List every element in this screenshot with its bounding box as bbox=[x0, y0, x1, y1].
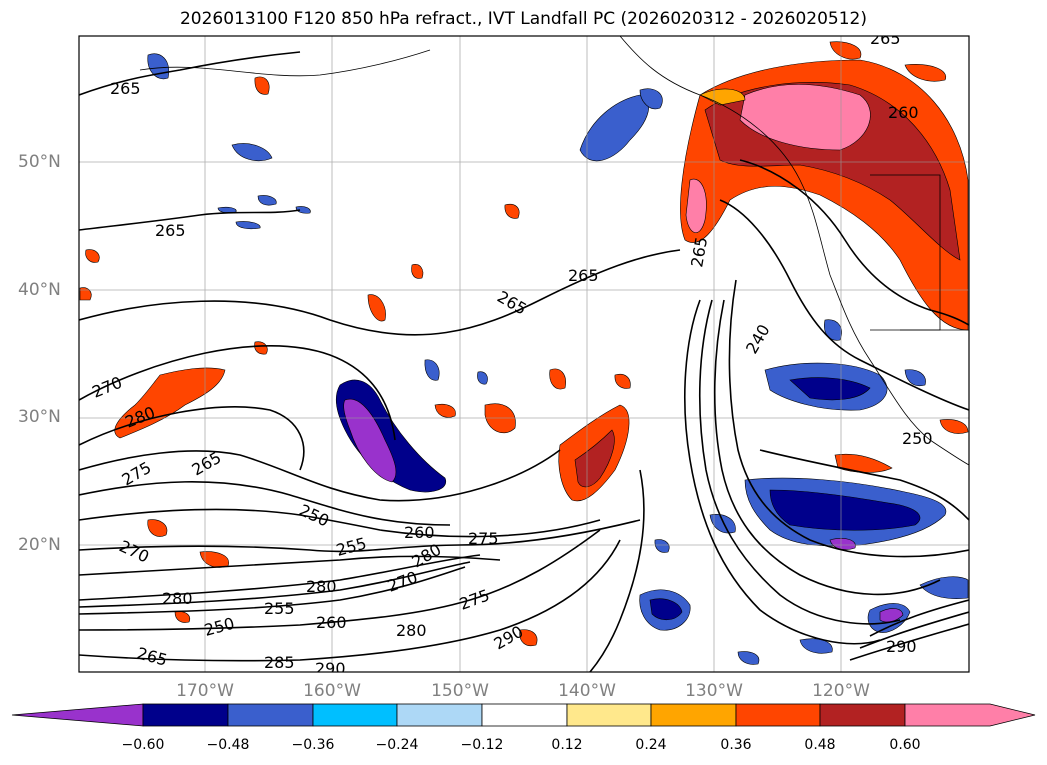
contour-label: 260 bbox=[404, 523, 435, 542]
colorbar-tick-label: 0.24 bbox=[635, 737, 667, 753]
contour-label: 280 bbox=[396, 621, 427, 640]
lat-label-50n: 50°N bbox=[18, 152, 61, 172]
contour-label: 265 bbox=[110, 79, 141, 98]
colorbar-segment bbox=[819, 703, 906, 727]
contour-label: 260 bbox=[316, 613, 347, 632]
colorbar-segment bbox=[566, 703, 652, 727]
map-title: 2026013100 F120 850 hPa refract., IVT La… bbox=[179, 9, 867, 29]
contour-label: 290 bbox=[886, 637, 917, 656]
contour-label: 275 bbox=[468, 529, 499, 548]
colorbar-tick-label: 0.48 bbox=[804, 737, 836, 753]
lon-label-130w: 130°W bbox=[685, 681, 743, 701]
colorbar-segment bbox=[481, 703, 568, 727]
shading-layer bbox=[79, 41, 969, 665]
colorbar-segment bbox=[904, 703, 1036, 727]
colorbar-tick-label: −0.24 bbox=[375, 737, 419, 753]
contour-label: 265 bbox=[568, 266, 599, 285]
colorbar-tick-label: −0.36 bbox=[291, 737, 335, 753]
lat-label-20n: 20°N bbox=[18, 535, 61, 555]
plot-frame bbox=[78, 35, 970, 673]
colorbar-segment bbox=[650, 703, 737, 727]
lat-label-40n: 40°N bbox=[18, 280, 61, 300]
colorbar-segment bbox=[11, 703, 144, 727]
lon-label-150w: 150°W bbox=[431, 681, 489, 701]
contour-label: 280 bbox=[162, 589, 193, 608]
colorbar-segment bbox=[735, 703, 821, 727]
colorbar-tick-label: −0.48 bbox=[206, 737, 250, 753]
lon-label-120w: 120°W bbox=[812, 681, 870, 701]
colorbar-segment bbox=[396, 703, 483, 727]
contour-lines bbox=[79, 51, 969, 672]
contour-label: 285 bbox=[264, 653, 295, 672]
contour-label: 255 bbox=[264, 599, 295, 618]
gridlines bbox=[79, 36, 969, 672]
colorbar-segment bbox=[227, 703, 314, 727]
contour-label: 265 bbox=[155, 221, 186, 240]
contour-label: 280 bbox=[306, 577, 337, 596]
colorbar-tick-label: 0.60 bbox=[889, 737, 921, 753]
lon-label-170w: 170°W bbox=[176, 681, 234, 701]
contour-label: 265 bbox=[870, 29, 901, 48]
contour-label: 260 bbox=[888, 103, 919, 122]
lon-label-160w: 160°W bbox=[303, 681, 361, 701]
contour-label: 290 bbox=[315, 659, 346, 678]
colorbar-tick-label: −0.60 bbox=[121, 737, 165, 753]
colorbar-segment bbox=[312, 703, 398, 727]
colorbar-segment bbox=[142, 703, 229, 727]
colorbar-tick-label: 0.36 bbox=[720, 737, 752, 753]
lon-label-140w: 140°W bbox=[558, 681, 616, 701]
colorbar-tick-label: 0.12 bbox=[551, 737, 583, 753]
colorbar bbox=[11, 703, 1036, 727]
colorbar-tick-label: −0.12 bbox=[460, 737, 504, 753]
contour-label: 250 bbox=[902, 429, 933, 448]
lat-label-30n: 30°N bbox=[18, 407, 61, 427]
